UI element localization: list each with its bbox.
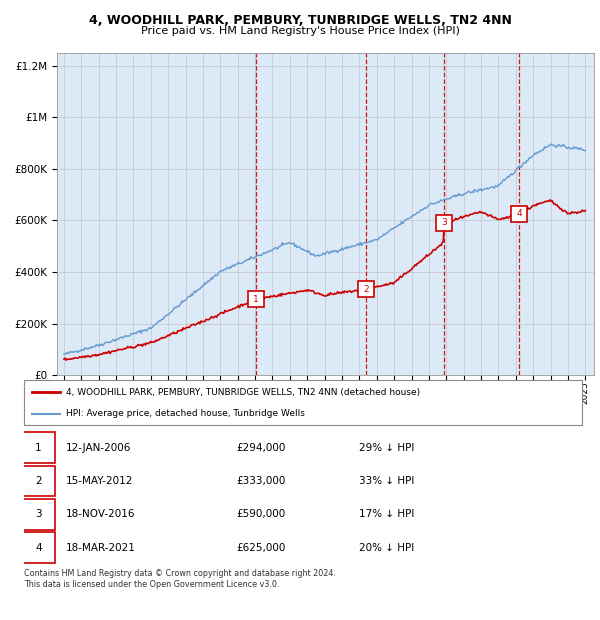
Text: 1: 1: [35, 443, 42, 453]
Text: 4, WOODHILL PARK, PEMBURY, TUNBRIDGE WELLS, TN2 4NN (detached house): 4, WOODHILL PARK, PEMBURY, TUNBRIDGE WEL…: [66, 388, 420, 397]
Text: 33% ↓ HPI: 33% ↓ HPI: [359, 476, 414, 486]
Text: Price paid vs. HM Land Registry's House Price Index (HPI): Price paid vs. HM Land Registry's House …: [140, 26, 460, 36]
Text: 18-NOV-2016: 18-NOV-2016: [66, 509, 136, 519]
Text: 20% ↓ HPI: 20% ↓ HPI: [359, 542, 414, 552]
FancyBboxPatch shape: [22, 432, 55, 463]
Text: 3: 3: [442, 218, 447, 228]
Text: 17% ↓ HPI: 17% ↓ HPI: [359, 509, 414, 519]
Text: Contains HM Land Registry data © Crown copyright and database right 2024.
This d: Contains HM Land Registry data © Crown c…: [24, 569, 336, 588]
Text: 3: 3: [35, 509, 42, 519]
Text: £333,000: £333,000: [236, 476, 286, 486]
Text: 12-JAN-2006: 12-JAN-2006: [66, 443, 131, 453]
Text: 2: 2: [35, 476, 42, 486]
FancyBboxPatch shape: [24, 380, 582, 425]
Text: HPI: Average price, detached house, Tunbridge Wells: HPI: Average price, detached house, Tunb…: [66, 409, 305, 418]
Text: 15-MAY-2012: 15-MAY-2012: [66, 476, 133, 486]
Text: 2: 2: [363, 285, 368, 294]
Text: 4: 4: [517, 210, 522, 218]
Text: 4: 4: [35, 542, 42, 552]
Text: £590,000: £590,000: [236, 509, 285, 519]
FancyBboxPatch shape: [22, 532, 55, 563]
FancyBboxPatch shape: [22, 499, 55, 529]
Text: 1: 1: [253, 294, 259, 304]
Text: 29% ↓ HPI: 29% ↓ HPI: [359, 443, 414, 453]
Text: £294,000: £294,000: [236, 443, 286, 453]
Text: £625,000: £625,000: [236, 542, 286, 552]
Text: 4, WOODHILL PARK, PEMBURY, TUNBRIDGE WELLS, TN2 4NN: 4, WOODHILL PARK, PEMBURY, TUNBRIDGE WEL…: [89, 14, 511, 27]
Text: 18-MAR-2021: 18-MAR-2021: [66, 542, 136, 552]
FancyBboxPatch shape: [22, 466, 55, 496]
